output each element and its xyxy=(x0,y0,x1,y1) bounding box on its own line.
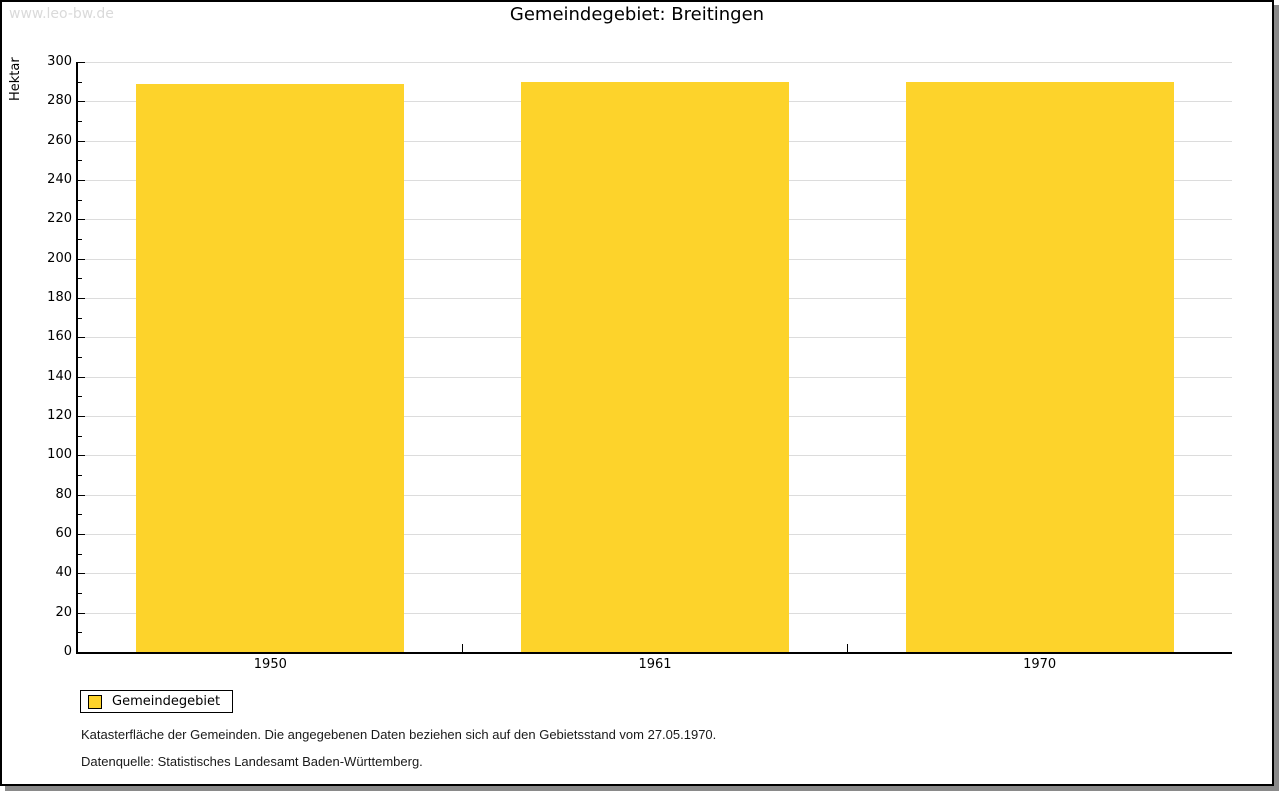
y-minor-tick xyxy=(78,553,82,555)
bar-1950 xyxy=(136,84,405,652)
y-tick-label: 180 xyxy=(47,290,72,305)
legend: Gemeindegebiet xyxy=(80,690,234,713)
y-major-tick xyxy=(78,101,85,103)
y-minor-tick xyxy=(78,435,82,437)
x-boundary-tick xyxy=(462,644,464,652)
y-major-tick xyxy=(78,62,85,63)
y-major-tick xyxy=(78,573,85,575)
gridline-300 xyxy=(78,62,1232,63)
y-tick-label: 160 xyxy=(47,329,72,345)
y-tick-label: 200 xyxy=(47,250,72,266)
y-tick-label: 60 xyxy=(55,526,72,541)
y-tick-label: 40 xyxy=(55,565,72,581)
plot-area xyxy=(76,62,1232,654)
y-major-tick xyxy=(78,416,85,417)
x-tick-label-1950: 1950 xyxy=(253,657,287,672)
y-major-tick xyxy=(78,258,85,260)
y-minor-tick xyxy=(78,81,82,83)
y-major-tick xyxy=(78,612,85,614)
y-tick-label: 280 xyxy=(47,93,72,109)
y-minor-tick xyxy=(78,278,82,280)
y-tick-label: 80 xyxy=(55,486,72,502)
y-axis-tick-labels: 0 20 40 60 80 100 120 140 160 180 200 220 240 260 280 3… xyxy=(2,2,72,791)
y-minor-tick xyxy=(78,317,82,319)
y-minor-tick xyxy=(78,239,82,240)
y-major-tick xyxy=(78,534,85,535)
y-tick-label: 240 xyxy=(47,172,72,187)
y-tick-label: 120 xyxy=(47,408,72,423)
x-tick-label-1961: 1961 xyxy=(638,657,672,672)
y-major-tick xyxy=(78,337,85,339)
y-minor-tick xyxy=(78,357,82,358)
y-major-tick xyxy=(78,652,85,653)
y-major-tick xyxy=(78,494,85,496)
y-major-tick xyxy=(78,140,85,142)
footnote-datenquelle: Datenquelle: Statistisches Landesamt Bad… xyxy=(81,754,423,769)
legend-swatch-gemeindegebiet xyxy=(88,694,102,709)
y-major-tick xyxy=(78,298,85,299)
legend-label: Gemeindegebiet xyxy=(112,694,221,709)
x-tick-label-1970: 1970 xyxy=(1023,657,1057,672)
y-minor-tick xyxy=(78,475,82,476)
y-major-tick xyxy=(78,455,85,457)
y-minor-tick xyxy=(78,160,82,162)
bar-1961 xyxy=(521,82,789,652)
y-minor-tick xyxy=(78,632,82,634)
y-minor-tick xyxy=(78,514,82,516)
y-minor-tick xyxy=(78,396,82,398)
y-tick-label: 140 xyxy=(47,368,72,384)
x-boundary-tick xyxy=(846,644,848,652)
y-minor-tick xyxy=(78,593,82,594)
y-tick-label: 220 xyxy=(47,211,72,227)
y-tick-label: 0 xyxy=(63,644,72,659)
footnote-gebietsstand: Katasterfläche der Gemeinden. Die angege… xyxy=(81,727,717,742)
y-tick-label: 300 xyxy=(47,54,72,69)
watermark: www.leo-bw.de xyxy=(9,6,114,22)
chart-title: Gemeindegebiet: Breitingen xyxy=(509,4,765,25)
bar-1970 xyxy=(905,82,1174,652)
y-major-tick xyxy=(78,180,85,181)
y-major-tick xyxy=(78,219,85,221)
x-axis-tick-labels: 1950 1961 1970 xyxy=(78,657,1232,675)
y-minor-tick xyxy=(78,121,82,122)
y-tick-label: 260 xyxy=(47,132,72,148)
y-major-tick xyxy=(78,376,85,378)
y-minor-tick xyxy=(78,199,82,201)
y-tick-label: 20 xyxy=(55,604,72,620)
y-tick-label: 100 xyxy=(47,447,72,463)
